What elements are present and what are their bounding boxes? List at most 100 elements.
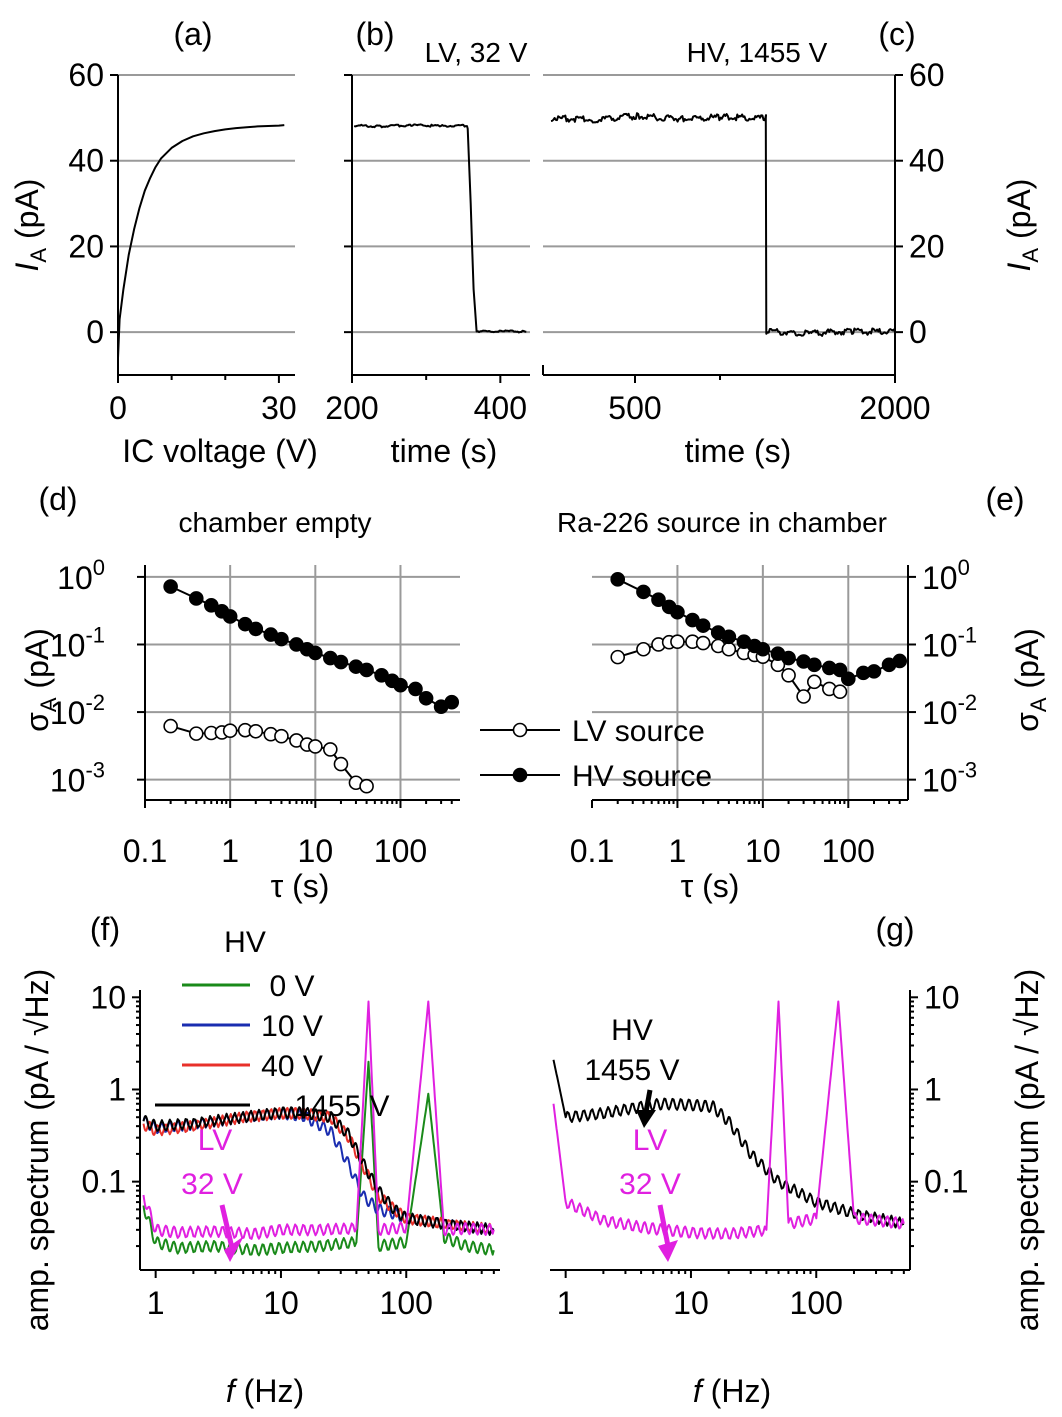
- panel-letter-b: (b): [355, 16, 394, 52]
- point-d-1-18: [393, 677, 408, 693]
- y-tick-label: 60: [68, 57, 104, 93]
- point-d-0-12: [323, 742, 338, 757]
- panel-letter-f: (f): [90, 911, 120, 947]
- point-e-0-4: [670, 634, 685, 649]
- y-tick-label: 10: [924, 979, 960, 1015]
- panel-annotation-e: Ra-226 source in chamber: [557, 507, 887, 538]
- hv-label-line2: 1455 V: [584, 1054, 679, 1087]
- x-axis-label-g: f (Hz): [693, 1373, 771, 1409]
- y-tick-label: 1: [108, 1071, 126, 1107]
- point-d-0-1: [188, 726, 204, 741]
- panel-letter-e: (e): [985, 481, 1024, 517]
- series-f-0: [142, 1060, 495, 1257]
- y-tick-label: 1: [924, 1071, 942, 1107]
- point-d-0-8: [274, 728, 289, 744]
- point-e-1-0: [610, 572, 626, 587]
- series-f-2: [142, 1106, 495, 1236]
- point-e-0-1: [636, 641, 651, 657]
- point-e-0-13: [781, 667, 796, 683]
- x-tick-label: 100: [380, 1285, 433, 1321]
- series-g-1: [552, 1000, 905, 1240]
- point-d-1-0: [163, 579, 178, 594]
- y-axis-label-f: amp. spectrum (pA / √Hz): [19, 969, 55, 1332]
- panel-annotation-d: chamber empty: [179, 507, 372, 538]
- legend-marker: [512, 722, 528, 738]
- y-tick-label: 40: [68, 143, 104, 179]
- y-tick-label: 100: [922, 555, 970, 596]
- y-tick-label: 10-3: [50, 758, 105, 799]
- point-d-1-15: [359, 662, 374, 678]
- point-e-0-15: [806, 674, 822, 690]
- x-tick-label: 500: [608, 390, 661, 426]
- x-tick-label: 200: [325, 390, 378, 426]
- point-e-1-2: [651, 592, 666, 607]
- y-tick-label: 10-2: [922, 690, 977, 731]
- lv-arrowhead: [658, 1240, 678, 1262]
- panel-annotation-c: HV, 1455 V: [687, 37, 828, 68]
- panel-g: 1 10 100 10 1 0.1 (g) f (Hz) amp. spectrum (pA /…: [550, 911, 1045, 1409]
- x-tick-label: 0.1: [570, 833, 614, 869]
- x-axis-label-a: IC voltage (V): [122, 433, 318, 469]
- y-tick-label: 0: [86, 314, 104, 350]
- point-e-0-8: [721, 641, 737, 657]
- y-tick-label: 10-2: [50, 690, 105, 731]
- y-tick-label: 60: [909, 57, 945, 93]
- panel-letter-a: (a): [173, 16, 212, 52]
- hv-label-line1: HV: [611, 1014, 653, 1047]
- panel-e: 0.1 1 10 100 100 10-1 10-2 10-3 (e) Ra-226 source…: [557, 481, 1051, 904]
- y-tick-label: 10-3: [922, 758, 977, 799]
- x-tick-label: 10: [673, 1285, 709, 1321]
- y-axis-label-g: amp. spectrum (pA / √Hz): [1009, 969, 1045, 1332]
- point-e-1-22: [892, 653, 908, 669]
- lv-arrowhead: [224, 1236, 244, 1262]
- y-tick-label: 100: [57, 555, 105, 596]
- x-axis-label-f: f (Hz): [226, 1373, 304, 1409]
- x-tick-label: 100: [822, 833, 875, 869]
- legend-label: LV source: [572, 715, 705, 748]
- point-d-1-6: [248, 621, 264, 637]
- point-e-0-17: [832, 684, 848, 700]
- x-tick-label: 100: [374, 833, 427, 869]
- point-d-0-11: [308, 739, 323, 754]
- panel-d: 0.1 1 10 100 100 10-1 10-2 10-3 (d) chamber empty…: [19, 481, 460, 904]
- point-d-0-0: [163, 718, 178, 734]
- panel-annotation-b: LV, 32 V: [425, 37, 528, 68]
- x-tick-label: 2000: [859, 390, 930, 426]
- x-tick-label: 0: [109, 390, 127, 426]
- x-tick-label: 10: [745, 833, 781, 869]
- point-d-1-13: [333, 654, 349, 670]
- legend-label: HV source: [572, 760, 712, 793]
- lv-arrow: [219, 1204, 235, 1249]
- lv-label-line2: 32 V: [619, 1168, 681, 1201]
- y-tick-label: 40: [909, 143, 945, 179]
- panel-f: 1 10 100 10 1 0.1 (f) f (Hz) amp. spectrum (pA /…: [19, 911, 500, 1409]
- point-e-0-14: [796, 689, 811, 704]
- x-tick-label: 400: [474, 390, 527, 426]
- lv-arrow: [657, 1204, 671, 1247]
- panel-c: 60 40 20 0 500 2000 (c) HV, 1455 V time (s) IA (p…: [542, 16, 1043, 469]
- hv-arrow: [643, 1089, 653, 1113]
- point-e-1-11: [755, 641, 771, 657]
- point-e-1-1: [636, 584, 651, 600]
- point-d-1-20: [418, 690, 434, 706]
- x-axis-label-e: τ (s): [681, 868, 740, 904]
- point-d-1-1: [188, 591, 204, 606]
- point-e-0-0: [610, 649, 626, 665]
- series-f-4: [142, 1000, 495, 1240]
- x-tick-label: 10: [263, 1285, 299, 1321]
- y-axis-label-e: σA (pA): [1009, 628, 1051, 732]
- annotations-g: HV 1455 V LV 32 V: [584, 1014, 681, 1262]
- panel-a: 60 40 20 0 0 30 (a) IC voltage (V) IA (pA): [9, 16, 318, 469]
- x-axis-label-d: τ (s): [271, 868, 330, 904]
- x-tick-label: 1: [669, 833, 687, 869]
- x-tick-label: 1: [147, 1285, 165, 1321]
- legend-label: 10 V: [261, 1010, 323, 1043]
- legend-marker: [512, 767, 528, 783]
- y-axis-label-d: σA (pA): [19, 628, 61, 732]
- x-tick-label: 10: [298, 833, 334, 869]
- point-e-1-20: [866, 664, 882, 679]
- legend-title: HV: [224, 926, 266, 959]
- y-tick-label: 0: [909, 314, 927, 350]
- y-tick-label: 10-1: [922, 622, 977, 663]
